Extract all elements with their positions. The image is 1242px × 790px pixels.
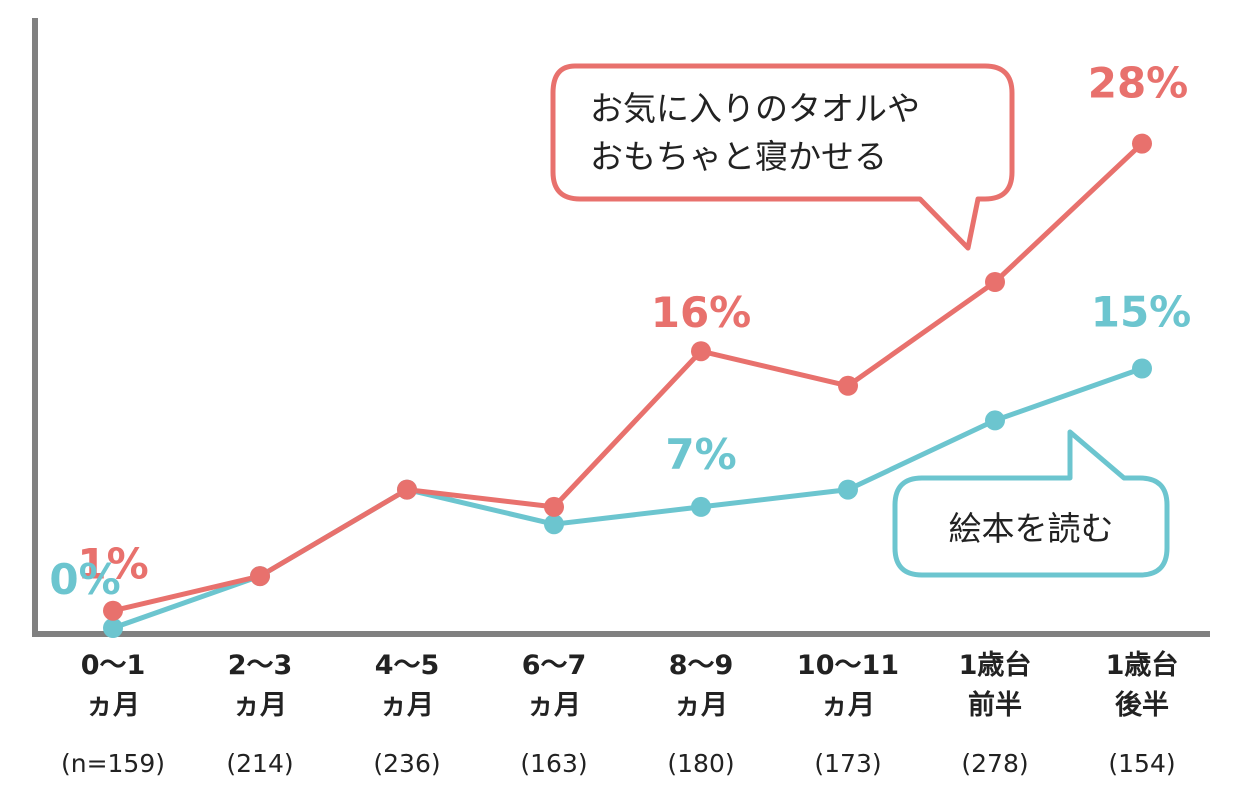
data-point (1132, 133, 1152, 154)
data-point (397, 479, 417, 500)
x-tick-label: 前半 (968, 689, 1022, 721)
data-label: 1% (77, 540, 148, 589)
data-label: 15% (1091, 288, 1192, 337)
x-tick-sample-size: (173) (814, 749, 881, 778)
callout-text-towel: おもちゃと寝かせる (590, 137, 887, 176)
callout-text-towel: お気に入りのタオルや (590, 89, 920, 128)
data-point (838, 375, 858, 396)
series-layer: 1% 16% 28% 0% 7% 15% (49, 59, 1191, 638)
x-tick-sample-size: (180) (667, 749, 734, 778)
x-tick-label: 8～9 (669, 650, 734, 681)
data-point (1132, 358, 1152, 379)
x-tick-label: 10～11 (797, 650, 899, 681)
data-point (838, 479, 858, 500)
x-tick-label: 1歳台 (959, 649, 1032, 681)
x-tick-sample-size: (278) (961, 749, 1028, 778)
data-point (250, 566, 270, 587)
x-tick-label: 4～5 (375, 650, 440, 681)
x-tick-sample-size: (163) (520, 749, 587, 778)
data-point (985, 272, 1005, 292)
chart-axes (32, 18, 1210, 637)
x-tick-label: 後半 (1115, 690, 1169, 721)
x-tick-label: ヵ月 (527, 690, 581, 721)
x-tick-sample-size: (n=159) (61, 749, 165, 778)
x-tick-sample-size: (214) (226, 749, 293, 778)
x-axis-ticks: 0～1 ヵ月 (n=159) 2～3 ヵ月 (214) 4～5 ヵ月 (236) 6～7 ヵ月 (16… (61, 649, 1178, 778)
callout-bubble-towel (550, 63, 1015, 251)
data-point (544, 514, 564, 535)
x-tick-label: 0～1 (81, 650, 146, 681)
x-tick-label: ヵ月 (821, 690, 875, 721)
data-label: 0% (49, 555, 120, 604)
x-tick-label: ヵ月 (233, 690, 287, 721)
data-label: 16% (651, 288, 752, 337)
callout-text-picture-book: 絵本を読む (949, 509, 1114, 548)
x-tick-label: 2～3 (228, 650, 293, 681)
data-point (691, 341, 711, 362)
x-tick-label: ヵ月 (380, 690, 434, 721)
x-tick-sample-size: (236) (373, 749, 440, 778)
x-tick-label: 1歳台 (1106, 649, 1179, 681)
callout-bubble-picture-book (892, 429, 1170, 578)
data-point (103, 618, 123, 638)
data-point (691, 496, 711, 517)
data-point (103, 600, 123, 621)
data-point (985, 410, 1005, 431)
x-tick-label: ヵ月 (86, 690, 140, 721)
x-tick-sample-size: (154) (1108, 749, 1175, 778)
x-tick-label: ヵ月 (674, 690, 728, 721)
data-label: 7% (665, 430, 736, 479)
series-line (110, 141, 1145, 614)
x-tick-label: 6～7 (522, 650, 587, 681)
data-point (544, 496, 564, 517)
data-label: 28% (1088, 59, 1189, 108)
